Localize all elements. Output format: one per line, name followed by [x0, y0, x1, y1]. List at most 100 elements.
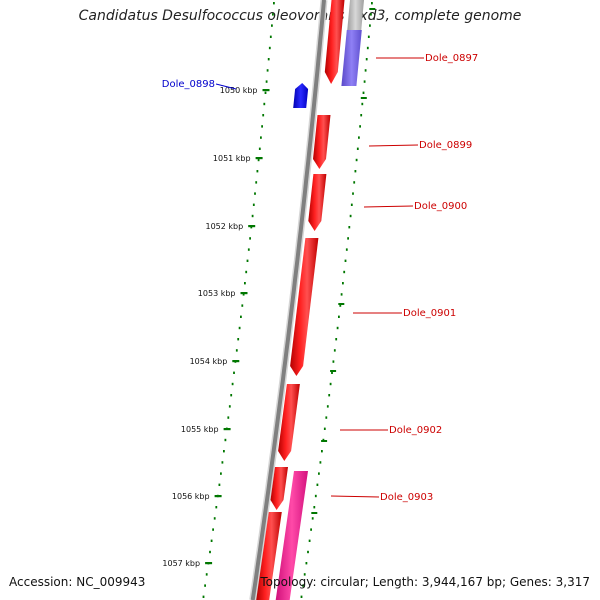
scale-dot [266, 69, 269, 72]
gene-label-dole-0898: Dole_0898 [162, 79, 215, 90]
gene-layer [256, 0, 364, 600]
scale-dot [323, 427, 326, 430]
scale-dot [366, 46, 369, 50]
scale-dot [314, 494, 317, 498]
tick-label: 1053 kbp [198, 289, 236, 298]
scale-dot [247, 248, 250, 251]
tick-mark [205, 562, 213, 565]
scale-dot [302, 584, 304, 587]
scale-dot [331, 371, 333, 374]
scale-dot [215, 506, 218, 509]
scale-dot [338, 315, 340, 318]
scale-dot [343, 270, 346, 274]
scale-dot [218, 483, 221, 486]
scale-dot [369, 24, 371, 27]
gene-arrow-dole-0899 [313, 115, 331, 169]
scale-dot [263, 102, 266, 106]
tick-label: 1050 kbp [220, 86, 258, 95]
gene-arrow-dole-0898 [293, 83, 309, 108]
scale-dot [347, 237, 349, 240]
gene-arrow-dole-0901 [290, 238, 319, 376]
accession-label: Accession: NC_009943 [9, 575, 146, 589]
scale-dot [252, 203, 255, 206]
tick-mark [232, 360, 240, 363]
scale-dot [318, 472, 320, 475]
scale-dot [204, 584, 206, 587]
scale-dot [310, 528, 312, 531]
tick-label: 1054 kbp [190, 357, 228, 366]
gene-arrow-dole-0900 [308, 174, 327, 231]
scale-dot [360, 114, 363, 117]
scale-dot [348, 226, 351, 229]
scale-dot [311, 517, 314, 520]
scale-dot [356, 147, 359, 150]
scale-dot [336, 326, 339, 330]
scale-dot [319, 461, 322, 464]
scale-dot [363, 80, 366, 83]
scale-dash [369, 8, 376, 10]
scale-dash [330, 370, 337, 372]
scale-dot [230, 394, 233, 397]
tick-label: 1057 kbp [162, 559, 200, 568]
tick-mark [214, 495, 222, 498]
red-feature-next [256, 512, 282, 600]
scale-dot [329, 382, 332, 386]
scale-dot [349, 214, 352, 218]
scale-dash [311, 512, 318, 514]
scale-dot [358, 136, 360, 139]
scale-dot [264, 91, 267, 94]
scale-dot [353, 181, 356, 184]
tick-mark [255, 157, 263, 160]
scale-dot [364, 69, 367, 72]
purple-feature [341, 30, 362, 86]
tick-label: 1051 kbp [213, 154, 251, 163]
scale-dot [339, 304, 342, 307]
gene-leader-line [330, 495, 380, 498]
scale-dot [371, 2, 373, 5]
scale-dot [355, 158, 358, 162]
scale-dot [328, 394, 331, 397]
scale-dot [370, 13, 372, 16]
magenta-feature [275, 471, 308, 600]
scale-dot [213, 517, 216, 520]
scale-dot [260, 136, 262, 139]
scale-dot [212, 528, 214, 531]
scale-dot [221, 461, 224, 464]
scale-dash [338, 303, 345, 305]
outer-scale-dots [300, 2, 373, 598]
gene-label-dole-0903: Dole_0903 [380, 492, 433, 503]
scale-dot [205, 573, 208, 576]
scale-dot [224, 438, 227, 442]
scale-dot [303, 573, 306, 576]
scale-dot [255, 181, 258, 184]
scale-dot [367, 35, 370, 38]
gene-leader-line [363, 205, 414, 208]
scale-dot [313, 506, 316, 509]
scale-dot [257, 158, 260, 162]
scale-dot [272, 13, 274, 16]
scale-dot [354, 170, 357, 173]
scale-dot [308, 539, 311, 542]
gray-feature [346, 0, 364, 34]
scale-dot [240, 315, 242, 318]
gene-label-dole-0902: Dole_0902 [389, 425, 442, 436]
scale-dot [223, 450, 225, 453]
scale-dot [307, 550, 309, 554]
genome-summary-label: Topology: circular; Length: 3,944,167 bp… [260, 575, 590, 589]
tick-mark [262, 89, 270, 92]
scale-dot [269, 35, 272, 38]
gene-leader-line [368, 144, 419, 147]
scale-dot [244, 282, 246, 285]
gene-leader-line [215, 83, 237, 90]
scale-dot [228, 405, 231, 408]
gene-arrow-dole-0897 [324, 0, 345, 84]
tick-mark [248, 225, 256, 228]
scale-dot [316, 483, 319, 486]
scale-dot [335, 338, 338, 341]
scale-dot [333, 349, 336, 352]
scale-dot [209, 550, 211, 554]
tick-layer: 1050 kbp 1051 kbp 1052 kbp 1053 kbp 1054 kbp… [162, 2, 376, 598]
scale-dot [246, 259, 249, 262]
scale-dot [359, 125, 361, 128]
